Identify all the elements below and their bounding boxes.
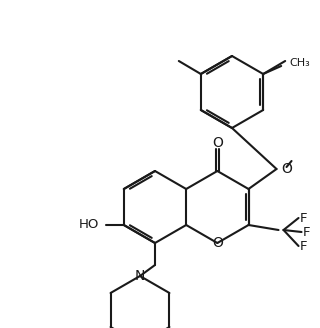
Text: F: F [300,239,307,253]
Text: F: F [303,226,310,238]
Text: F: F [300,212,307,224]
Text: HO: HO [78,218,99,232]
Text: O: O [212,236,223,250]
Text: CH₃: CH₃ [289,58,310,68]
Text: N: N [135,269,145,283]
Text: O: O [212,136,223,150]
Text: O: O [282,162,292,176]
